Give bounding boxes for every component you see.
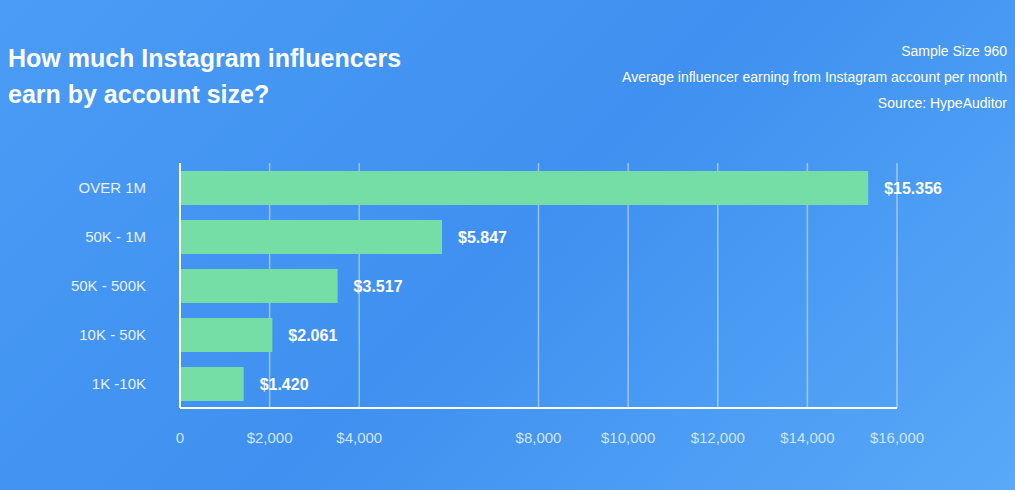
- svg-text:$5.847: $5.847: [458, 229, 507, 246]
- svg-text:$3.517: $3.517: [354, 278, 403, 295]
- svg-text:$1.420: $1.420: [260, 376, 309, 393]
- svg-text:OVER 1M: OVER 1M: [78, 179, 146, 196]
- html-text:Source: HypeAuditor: Source: HypeAuditor: [877, 95, 1007, 111]
- html-text:Average influencer earning fro: Average influencer earning from Instagra…: [622, 69, 1007, 85]
- html-text:How much Instagram influencers: How much Instagram influencers earn by a…: [8, 44, 402, 108]
- svg-text:1K -10K: 1K -10K: [92, 375, 146, 392]
- svg-text:50K - 500K: 50K - 500K: [71, 277, 146, 294]
- svg-text:$2,000: $2,000: [247, 429, 293, 446]
- svg-text:10K - 50K: 10K - 50K: [79, 326, 146, 343]
- svg-text:$12,000: $12,000: [691, 429, 745, 446]
- svg-text:$8,000: $8,000: [516, 429, 562, 446]
- svg-text:$2.061: $2.061: [288, 327, 337, 344]
- html-text:Sample Size 960: Sample Size 960: [901, 43, 1007, 59]
- svg-text:$4,000: $4,000: [336, 429, 382, 446]
- svg-text:$14,000: $14,000: [780, 429, 834, 446]
- svg-text:50K - 1M: 50K - 1M: [85, 228, 146, 245]
- svg-text:$15.356: $15.356: [884, 180, 942, 197]
- svg-text:0: 0: [176, 429, 184, 446]
- svg-text:$10,000: $10,000: [601, 429, 655, 446]
- svg-text:$16,000: $16,000: [870, 429, 924, 446]
